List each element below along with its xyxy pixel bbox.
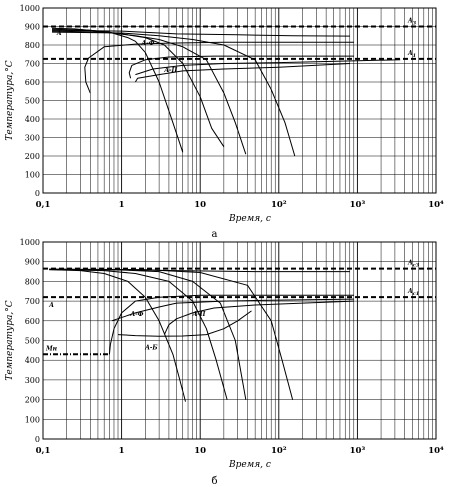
chart1-y-tick-label: 300 (25, 134, 40, 143)
chart1-y-axis-label: Температура,°С (5, 60, 15, 140)
chart1-y-tick-label: 1000 (20, 4, 40, 13)
chart2-series-1-line (49, 269, 186, 402)
chart2-panel-label: б (211, 476, 217, 487)
chart2-region-label: A-П (192, 311, 206, 318)
chart1-ref-line-label: A3 (407, 18, 417, 27)
chart2-y-tick-label: 900 (25, 258, 40, 267)
chart2-series-7-line (111, 298, 354, 322)
chart1-y-tick-label: 900 (25, 23, 40, 32)
chart1-y-tick-label: 200 (25, 152, 40, 161)
chart2-ref-line-label: Mн (45, 345, 58, 352)
chart1-series-8-line (134, 63, 350, 83)
chart1-y-tick-label: 100 (25, 171, 40, 180)
chart2-series-2-line (49, 269, 228, 400)
chart2-x-tick-label: 10 (194, 446, 206, 456)
chart1-series-7-line (128, 55, 354, 79)
chart1-region-label: A-П (163, 67, 177, 74)
chart2-x-tick-label: 1 (119, 446, 125, 456)
chart1-y-tick-label: 700 (25, 60, 40, 69)
chart1-x-tick-label: 1 (119, 200, 125, 210)
chart1-y-tick-label: 400 (25, 115, 40, 124)
chart1-x-tick-label: 10 (194, 200, 206, 210)
chart1-y-tick-label: 0 (35, 189, 40, 198)
chart2-y-tick-label: 1000 (20, 238, 40, 247)
chart1-series-9-line (135, 59, 401, 76)
chart2-region-label: A-Б (144, 344, 157, 351)
chart2-series-9-line (117, 310, 252, 337)
chart1-series-1-line (51, 27, 184, 153)
chart2-ref-label-main: A (407, 288, 413, 295)
chart1-ref-label-main: A (407, 18, 413, 25)
chart1-ref-label-sub: 1 (413, 53, 416, 59)
chart1-series-5-line (51, 29, 350, 37)
chart2-series-8-line (163, 300, 354, 335)
chart2-y-tick-label: 700 (25, 297, 40, 306)
chart1-series-2-line (51, 28, 225, 148)
chart2-region-label: A-Ф (130, 311, 144, 318)
chart1-x-tick-label: 0,1 (36, 200, 51, 210)
chart2-ref-line-label: Ac3 (407, 260, 420, 269)
chart1-ref-label-main: A (407, 50, 413, 57)
chart2-ref-label-sub: c1 (413, 291, 420, 297)
chart2-ref-label-sub: c3 (413, 263, 420, 269)
chart1-y-tick-label: 600 (25, 78, 40, 87)
chart2-y-axis-label: Температура,°С (5, 300, 15, 380)
chart2-x-tick-label: 0,1 (36, 446, 51, 456)
chart2-series-6-line (108, 294, 354, 355)
chart1-ref-label-sub: 3 (413, 21, 417, 27)
chart2-x-axis-label: Время, с (228, 460, 271, 470)
chart1-region-label: A (56, 30, 62, 37)
chart1-x-axis-label: Время, с (228, 214, 271, 224)
chart2-y-tick-label: 100 (25, 415, 40, 424)
chart1-y-tick-label: 800 (25, 41, 40, 50)
chart2-y-tick-label: 500 (25, 337, 40, 346)
chart1-x-tick-label: 10³ (350, 200, 366, 210)
chart2-ref-label-main: Mн (45, 345, 58, 352)
chart1-ref-line-label: A1 (407, 50, 416, 59)
chart1-series-4-line (51, 31, 296, 157)
chart2-series-5-line (49, 268, 350, 273)
chart2-ref-label-main: A (407, 260, 413, 267)
chart1-plot-frame (42, 7, 437, 194)
chart2-y-tick-label: 200 (25, 396, 40, 405)
chart2-y-tick-label: 300 (25, 376, 40, 385)
chart2-y-tick-label: 800 (25, 277, 40, 286)
chart1-series-6-line (84, 41, 354, 94)
chart2-region-label: A (48, 302, 54, 309)
chart2-y-tick-label: 600 (25, 317, 40, 326)
chart1-x-tick-label: 10² (271, 200, 287, 210)
chart2-y-tick-label: 0 (35, 435, 40, 444)
chart2-y-tick-label: 400 (25, 356, 40, 365)
chart1-y-tick-label: 500 (25, 97, 40, 106)
chart2-x-tick-label: 10⁴ (428, 446, 444, 456)
chart1-x-tick-label: 10⁴ (428, 200, 444, 210)
chart1-region-label: A-Ф (141, 40, 155, 47)
chart2-x-tick-label: 10² (271, 446, 287, 456)
chart2-plot-frame (42, 241, 437, 440)
chart1-panel-label: а (212, 229, 218, 240)
chart2-ref-line-label: Ac1 (407, 288, 419, 297)
chart2-x-tick-label: 10³ (350, 446, 366, 456)
